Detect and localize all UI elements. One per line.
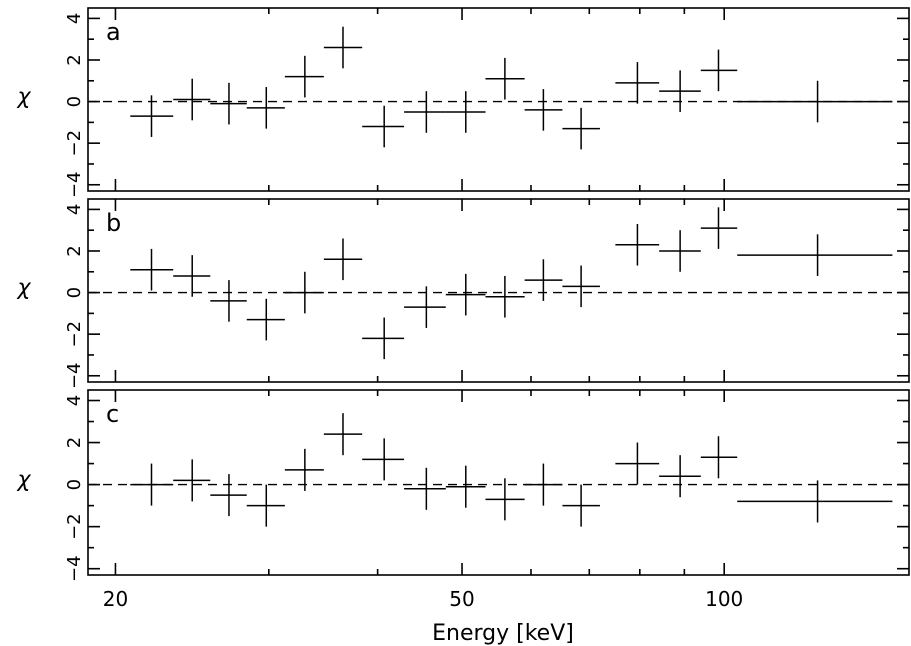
data-point bbox=[700, 207, 738, 249]
data-point bbox=[524, 89, 563, 131]
y-tick-label: 0 bbox=[64, 96, 85, 107]
y-tick-label: 0 bbox=[64, 479, 85, 490]
data-point bbox=[284, 271, 324, 314]
data-point bbox=[130, 248, 174, 291]
data-point bbox=[485, 478, 525, 521]
y-tick-label: −2 bbox=[64, 130, 85, 157]
panel-label: c bbox=[106, 400, 119, 428]
data-point bbox=[173, 255, 211, 297]
data-point bbox=[246, 87, 285, 129]
data-point bbox=[445, 91, 486, 133]
y-tick-label: −2 bbox=[64, 321, 85, 348]
data-point bbox=[404, 91, 446, 133]
data-point bbox=[700, 49, 738, 92]
data-point bbox=[659, 230, 701, 272]
x-tick-label: 20 bbox=[103, 587, 128, 611]
data-point bbox=[404, 286, 446, 328]
y-tick-label: −4 bbox=[64, 362, 85, 389]
data-point bbox=[524, 463, 563, 506]
panel-label: b bbox=[106, 209, 121, 237]
panel-b: 4 2 0 −2 −4 b χ bbox=[16, 198, 910, 389]
data-point bbox=[284, 55, 324, 98]
data-point bbox=[173, 459, 211, 502]
data-point bbox=[362, 438, 405, 481]
y-tick-label: 2 bbox=[64, 245, 85, 256]
data-point bbox=[246, 484, 285, 527]
data-point bbox=[210, 474, 247, 517]
data-point bbox=[615, 62, 660, 104]
data-point bbox=[323, 238, 363, 281]
x-tick-label: 100 bbox=[705, 587, 743, 611]
y-tick-label: 4 bbox=[64, 13, 85, 24]
data-point bbox=[562, 484, 600, 527]
data-point bbox=[445, 465, 486, 508]
x-tick-label: 50 bbox=[449, 587, 474, 611]
data-point bbox=[485, 57, 525, 100]
data-point bbox=[323, 26, 363, 69]
panel-c: 4 2 0 −2 −4 c χ bbox=[16, 389, 910, 582]
panel-frame bbox=[87, 7, 910, 192]
data-point bbox=[562, 265, 600, 308]
data-point bbox=[210, 280, 247, 322]
y-tick-label: −4 bbox=[64, 555, 85, 582]
y-tick-label: −2 bbox=[64, 513, 85, 540]
data-point bbox=[445, 273, 486, 316]
data-point bbox=[615, 442, 660, 485]
data-point bbox=[485, 275, 525, 318]
x-axis-label: Energy [keV] bbox=[432, 621, 574, 646]
data-point bbox=[362, 105, 405, 148]
data-point bbox=[130, 463, 174, 506]
data-point bbox=[737, 80, 893, 123]
data-point bbox=[737, 480, 893, 523]
data-point bbox=[130, 95, 174, 137]
y-tick-label: −4 bbox=[64, 171, 85, 198]
data-point bbox=[615, 223, 660, 266]
y-tick-label: 2 bbox=[64, 54, 85, 65]
data-point bbox=[700, 436, 738, 479]
y-axis-label: χ bbox=[16, 85, 31, 110]
y-tick-label: 4 bbox=[64, 395, 85, 406]
y-tick-label: 2 bbox=[64, 437, 85, 448]
data-point bbox=[659, 455, 701, 498]
data-point bbox=[284, 448, 324, 491]
data-point bbox=[323, 413, 363, 456]
data-point bbox=[404, 467, 446, 510]
y-axis-label: χ bbox=[16, 276, 31, 301]
panel-a: 4 2 0 −2 −4 a χ bbox=[16, 7, 910, 198]
y-tick-label: 0 bbox=[64, 287, 85, 298]
panel-frame bbox=[87, 198, 910, 383]
data-point bbox=[562, 107, 600, 150]
data-point bbox=[737, 234, 893, 276]
data-point bbox=[210, 82, 247, 125]
data-point bbox=[524, 259, 563, 301]
panel-label: a bbox=[106, 18, 121, 46]
panel-frame bbox=[87, 389, 910, 576]
data-point bbox=[246, 298, 285, 341]
data-point bbox=[659, 70, 701, 112]
y-tick-label: 4 bbox=[64, 204, 85, 215]
data-point bbox=[173, 78, 211, 121]
data-point bbox=[362, 317, 405, 360]
y-axis-label: χ bbox=[16, 468, 31, 493]
